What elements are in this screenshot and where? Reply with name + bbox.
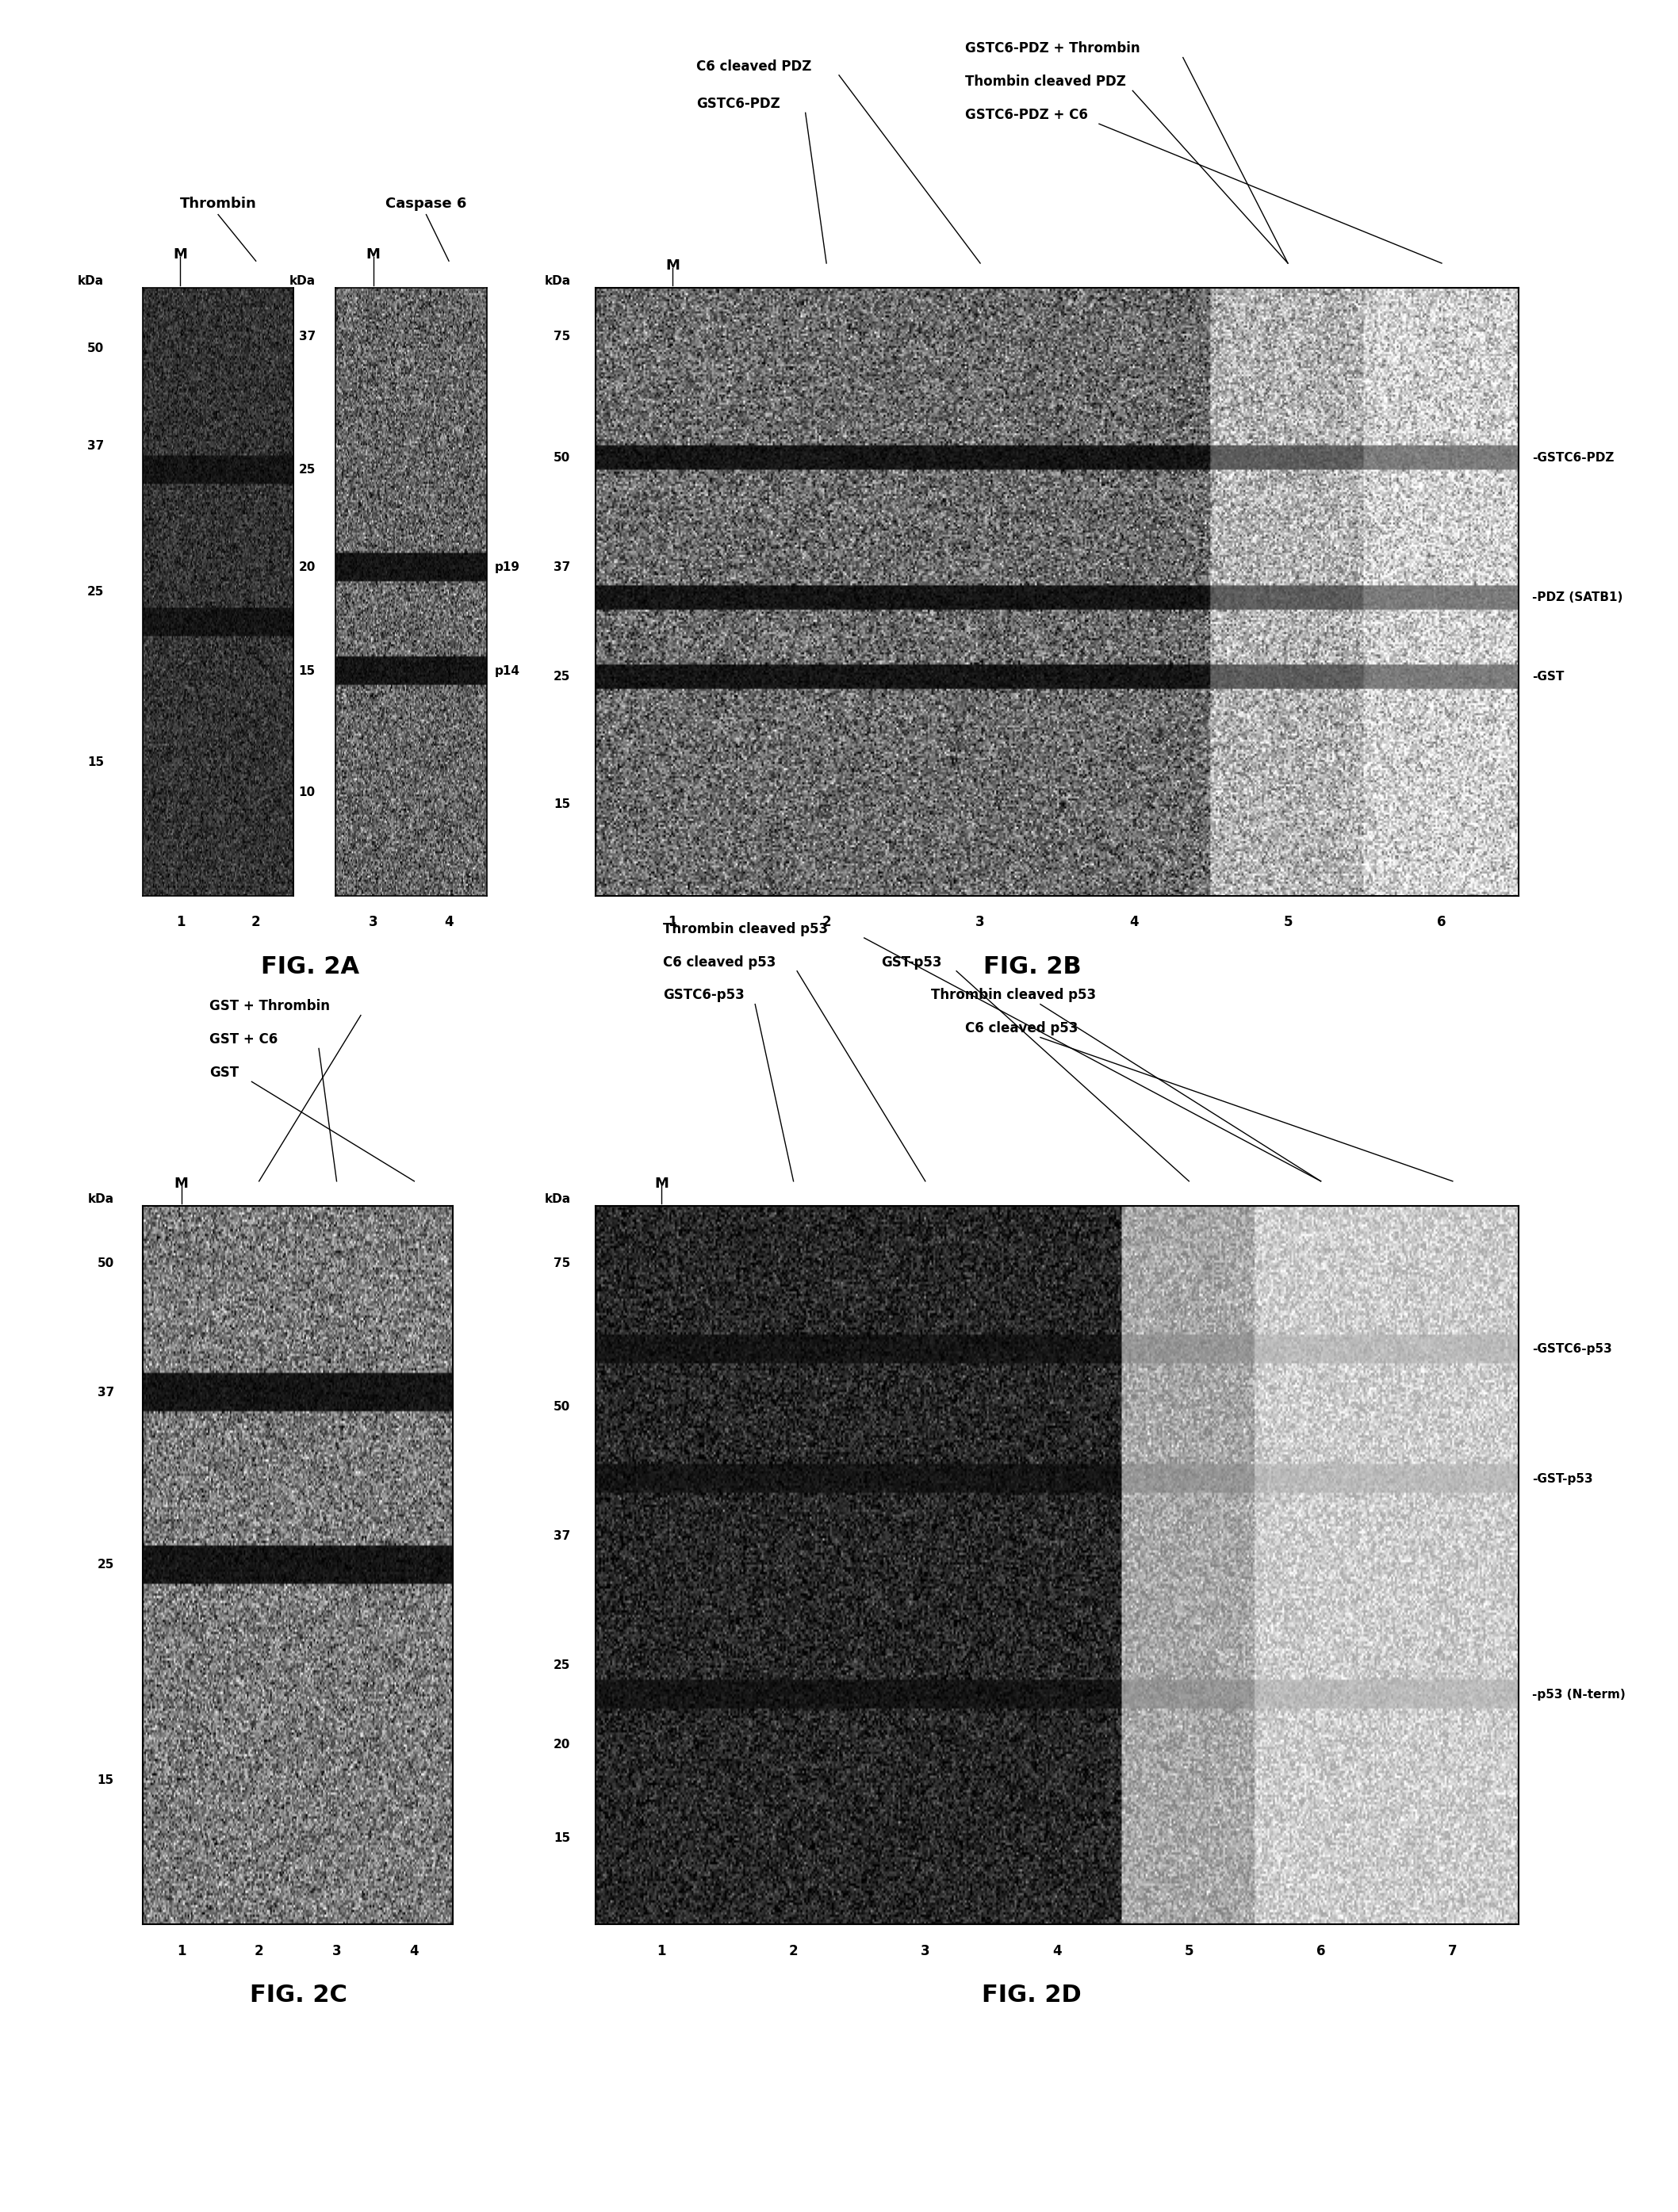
Text: 2: 2: [822, 916, 831, 929]
Text: GSTC6-PDZ: GSTC6-PDZ: [696, 97, 780, 111]
Text: kDa: kDa: [87, 1192, 114, 1206]
Text: 50: 50: [554, 451, 571, 465]
Text: 6: 6: [1316, 1944, 1326, 1958]
Text: 25: 25: [554, 670, 571, 684]
Text: 2: 2: [789, 1944, 799, 1958]
Text: 50: 50: [87, 343, 104, 354]
Text: kDa: kDa: [544, 274, 571, 288]
Text: 5: 5: [1185, 1944, 1193, 1958]
Text: FIG. 2B: FIG. 2B: [983, 956, 1081, 978]
Text: kDa: kDa: [289, 274, 315, 288]
Text: 4: 4: [409, 1944, 420, 1958]
Text: kDa: kDa: [77, 274, 104, 288]
Text: 7: 7: [1448, 1944, 1457, 1958]
Text: 15: 15: [97, 1774, 114, 1787]
Text: -GSTC6-p53: -GSTC6-p53: [1532, 1343, 1613, 1356]
Text: 6: 6: [1436, 916, 1446, 929]
Text: 20: 20: [299, 562, 315, 573]
Text: -GSTC6-PDZ: -GSTC6-PDZ: [1532, 451, 1614, 465]
Text: 1: 1: [658, 1944, 666, 1958]
Text: FIG. 2D: FIG. 2D: [982, 1984, 1082, 2006]
Text: 3: 3: [975, 916, 985, 929]
Text: 3: 3: [332, 1944, 341, 1958]
Text: 37: 37: [97, 1387, 114, 1398]
Text: 25: 25: [554, 1659, 571, 1672]
Text: -GST-p53: -GST-p53: [1532, 1473, 1592, 1484]
Text: 1: 1: [668, 916, 678, 929]
Text: 75: 75: [554, 330, 571, 343]
Text: 4: 4: [1129, 916, 1139, 929]
Text: Thombin cleaved PDZ: Thombin cleaved PDZ: [965, 75, 1126, 88]
Text: 15: 15: [299, 666, 315, 677]
Text: 50: 50: [97, 1256, 114, 1270]
Text: 25: 25: [299, 465, 315, 476]
Text: 15: 15: [554, 799, 571, 810]
Text: -p53 (N-term): -p53 (N-term): [1532, 1688, 1626, 1701]
Text: 4: 4: [1052, 1944, 1062, 1958]
Text: C6 cleaved p53: C6 cleaved p53: [663, 956, 775, 969]
Text: 37: 37: [299, 330, 315, 343]
Text: 50: 50: [554, 1400, 571, 1413]
Text: 37: 37: [554, 562, 571, 573]
Text: 15: 15: [554, 1832, 571, 1845]
Text: GSTC6-PDZ + C6: GSTC6-PDZ + C6: [965, 108, 1087, 122]
Text: C6 cleaved p53: C6 cleaved p53: [965, 1022, 1077, 1035]
Text: 5: 5: [1284, 916, 1292, 929]
Text: GSTC6-PDZ + Thrombin: GSTC6-PDZ + Thrombin: [965, 42, 1139, 55]
Text: GST + Thrombin: GST + Thrombin: [210, 1000, 331, 1013]
Text: -GST: -GST: [1532, 670, 1564, 684]
Text: Caspase 6: Caspase 6: [386, 197, 466, 210]
Text: M: M: [654, 1177, 670, 1190]
Text: p19: p19: [495, 562, 520, 573]
Text: 20: 20: [554, 1739, 571, 1750]
Text: GST: GST: [210, 1066, 240, 1079]
Text: C6 cleaved PDZ: C6 cleaved PDZ: [696, 60, 812, 73]
Text: Thrombin: Thrombin: [180, 197, 257, 210]
Text: Thrombin cleaved p53: Thrombin cleaved p53: [663, 922, 827, 936]
Text: FIG. 2C: FIG. 2C: [250, 1984, 347, 2006]
Text: 37: 37: [87, 440, 104, 451]
Text: 25: 25: [97, 1559, 114, 1571]
Text: 75: 75: [554, 1256, 571, 1270]
Text: 2: 2: [255, 1944, 263, 1958]
Text: 4: 4: [445, 916, 453, 929]
Text: 1: 1: [176, 916, 185, 929]
Text: 10: 10: [299, 787, 315, 799]
Text: kDa: kDa: [544, 1192, 571, 1206]
Text: Thrombin cleaved p53: Thrombin cleaved p53: [931, 989, 1096, 1002]
Text: p14: p14: [495, 666, 520, 677]
Text: FIG. 2A: FIG. 2A: [262, 956, 359, 978]
Text: 37: 37: [554, 1531, 571, 1542]
Text: 2: 2: [252, 916, 260, 929]
Text: M: M: [175, 1177, 188, 1190]
Text: GSTC6-p53: GSTC6-p53: [663, 989, 745, 1002]
Text: 3: 3: [921, 1944, 930, 1958]
Text: 3: 3: [369, 916, 378, 929]
Text: 15: 15: [87, 757, 104, 768]
Text: M: M: [366, 248, 381, 261]
Text: GST + C6: GST + C6: [210, 1033, 279, 1046]
Text: 25: 25: [87, 586, 104, 597]
Text: M: M: [173, 248, 188, 261]
Text: GST-p53: GST-p53: [881, 956, 941, 969]
Text: -PDZ (SATB1): -PDZ (SATB1): [1532, 593, 1623, 604]
Text: 1: 1: [176, 1944, 186, 1958]
Text: M: M: [666, 259, 680, 272]
